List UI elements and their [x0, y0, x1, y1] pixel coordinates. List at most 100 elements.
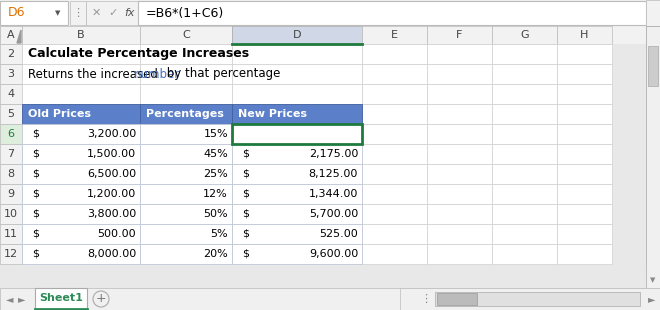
Bar [22, 144, 140, 164]
Bar [492, 184, 557, 204]
Text: $: $ [242, 209, 249, 219]
Bar [22, 104, 140, 124]
Text: $: $ [32, 209, 39, 219]
Text: 2: 2 [7, 49, 15, 59]
Bar [70, 1, 86, 25]
Bar [140, 124, 232, 144]
Bar [140, 224, 232, 244]
Bar [646, 0, 660, 26]
Bar [0, 104, 22, 124]
Bar [140, 224, 232, 244]
Text: $: $ [242, 189, 249, 199]
Bar [232, 224, 362, 244]
Bar [0, 84, 22, 104]
Text: Sheet1: Sheet1 [39, 293, 83, 303]
Bar [648, 46, 658, 86]
Text: 9,600.00: 9,600.00 [309, 249, 358, 259]
Text: 5,700.00: 5,700.00 [309, 209, 358, 219]
Text: 11: 11 [4, 229, 18, 239]
Bar [557, 84, 612, 104]
Bar [0, 1, 68, 25]
Text: 7: 7 [7, 149, 15, 159]
Bar [427, 164, 492, 184]
Bar [427, 124, 492, 144]
Text: 8,125.00: 8,125.00 [309, 169, 358, 179]
Text: $: $ [242, 249, 249, 259]
Text: B: B [77, 30, 85, 40]
Bar [0, 184, 22, 204]
Bar [492, 144, 557, 164]
Bar [232, 84, 362, 104]
Text: $: $ [242, 229, 249, 239]
Bar [232, 164, 362, 184]
Bar [362, 104, 427, 124]
Bar [22, 184, 140, 204]
Text: number: number [134, 68, 180, 81]
Bar [232, 144, 362, 164]
Bar [22, 204, 140, 224]
Bar [557, 44, 612, 64]
Text: E: E [391, 30, 398, 40]
Text: ►: ► [18, 294, 26, 304]
Bar [232, 64, 362, 84]
Bar [437, 293, 477, 305]
Bar [362, 26, 427, 44]
Bar [646, 64, 660, 84]
Bar [427, 204, 492, 224]
Text: D6: D6 [8, 7, 26, 20]
Bar [232, 204, 362, 224]
Text: ►: ► [648, 294, 656, 304]
Bar [646, 44, 660, 64]
Bar [427, 224, 492, 244]
Bar [646, 84, 660, 104]
Bar [646, 26, 660, 288]
Bar [492, 64, 557, 84]
Bar [0, 164, 22, 184]
Text: ▲: ▲ [650, 32, 655, 38]
Text: 12%: 12% [203, 189, 228, 199]
Text: 3,200.00: 3,200.00 [86, 129, 136, 139]
Text: Old Prices: Old Prices [28, 109, 91, 119]
Bar [492, 124, 557, 144]
Bar [140, 204, 232, 224]
Bar [427, 144, 492, 164]
Bar [22, 124, 140, 144]
Bar [22, 64, 140, 84]
Bar [492, 44, 557, 64]
Bar [362, 64, 427, 84]
Bar [646, 244, 660, 264]
Text: 5%: 5% [211, 229, 228, 239]
Bar [492, 84, 557, 104]
Text: ▼: ▼ [55, 10, 61, 16]
Text: 500.00: 500.00 [98, 229, 136, 239]
Bar [0, 26, 22, 44]
Text: 525.00: 525.00 [319, 229, 358, 239]
Bar [0, 204, 22, 224]
Bar [0, 44, 22, 64]
Text: 50%: 50% [203, 209, 228, 219]
Bar [22, 44, 140, 64]
Bar [362, 244, 427, 264]
Bar [362, 124, 427, 144]
Bar [0, 26, 646, 44]
Text: 9: 9 [7, 189, 15, 199]
Text: 3,680.00: 3,680.00 [309, 129, 358, 139]
Bar [557, 244, 612, 264]
Text: Returns the increased: Returns the increased [28, 68, 162, 81]
Bar [140, 26, 232, 44]
Bar [22, 204, 140, 224]
Bar [492, 164, 557, 184]
Bar [646, 184, 660, 204]
Text: 1,500.00: 1,500.00 [87, 149, 136, 159]
Text: ⋮: ⋮ [420, 294, 431, 304]
Bar [22, 224, 140, 244]
Bar [362, 224, 427, 244]
Bar [140, 64, 232, 84]
Text: 6: 6 [7, 129, 15, 139]
Bar [232, 124, 362, 144]
Bar [646, 144, 660, 164]
Bar [427, 44, 492, 64]
Bar [557, 164, 612, 184]
Bar [22, 104, 140, 124]
Text: $: $ [32, 249, 39, 259]
